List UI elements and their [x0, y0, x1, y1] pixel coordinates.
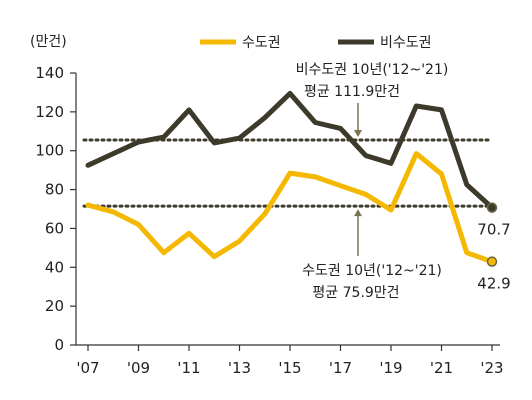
y-tick-label: 60 — [45, 219, 64, 237]
x-tick-label: '09 — [127, 359, 150, 377]
ref-label-capital-line1: 수도권 10년('12~'21) — [302, 263, 442, 279]
series-lines — [85, 90, 498, 267]
x-tick-label: '07 — [76, 359, 99, 377]
legend: 수도권 비수도권 — [200, 35, 432, 51]
ref-label-capital-line2: 평균 75.9만건 — [312, 285, 399, 301]
series-line-noncapital — [85, 90, 495, 211]
y-tick-label: 0 — [54, 336, 64, 354]
y-tick-label: 100 — [35, 142, 64, 160]
x-tick-label: '15 — [278, 359, 301, 377]
end-value-label: 70.7 — [477, 221, 510, 239]
x-tick-label: '13 — [228, 359, 251, 377]
x-axis: '07 '09 '11 '13 '15 '17 '19 '21 '23 — [76, 344, 504, 377]
x-tick-label: '19 — [379, 359, 402, 377]
y-tick-label: 140 — [35, 64, 64, 82]
ref-arrowhead-capital — [354, 209, 362, 217]
y-unit-label: (만건) — [30, 34, 67, 50]
ref-arrowhead-noncapital — [354, 130, 362, 138]
ref-label-noncapital-line2: 평균 111.9만건 — [304, 84, 400, 100]
series-end-point — [486, 256, 498, 267]
legend-label-capital: 수도권 — [242, 35, 281, 51]
y-tick-label: 20 — [45, 297, 64, 315]
y-tick-label: 80 — [45, 181, 64, 199]
y-tick-label: 40 — [45, 258, 64, 276]
y-axis: 0 20 40 60 80 100 120 140 — [35, 64, 77, 354]
y-tick-label: 120 — [35, 103, 64, 121]
end-value-label: 42.9 — [477, 275, 510, 293]
x-tick-label: '23 — [480, 359, 503, 377]
series-end-point — [486, 202, 498, 213]
x-tick-label: '17 — [329, 359, 352, 377]
legend-label-noncapital: 비수도권 — [380, 35, 432, 51]
ref-label-noncapital-line1: 비수도권 10년('12~'21) — [296, 62, 449, 78]
series-line-capital — [85, 151, 495, 265]
x-tick-label: '21 — [430, 359, 453, 377]
x-tick-label: '11 — [177, 359, 200, 377]
